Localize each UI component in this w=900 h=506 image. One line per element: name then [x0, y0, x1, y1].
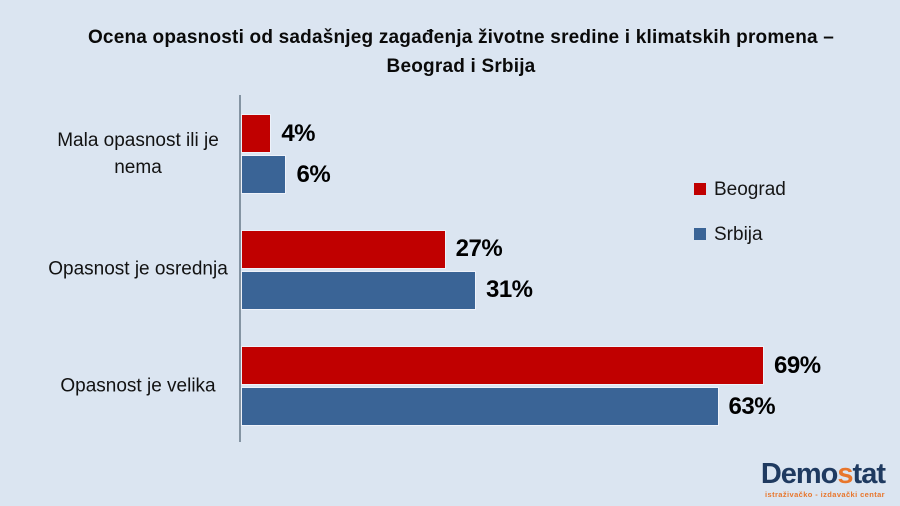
- bar-beograd: [241, 229, 446, 269]
- bar-srbija: [241, 270, 476, 310]
- bar-srbija: [241, 155, 287, 194]
- legend-label: Srbija: [714, 223, 763, 245]
- category-label: Opasnost je velika: [60, 375, 216, 396]
- y-axis-line: [239, 95, 241, 442]
- logo-part1: Demo: [760, 457, 839, 490]
- value-label: 31%: [485, 276, 533, 303]
- legend-label: Beograd: [714, 178, 786, 200]
- legend: Beograd Srbija: [694, 178, 786, 271]
- bar-beograd: [241, 114, 272, 153]
- category-label: Mala opasnost ili je nema: [57, 129, 219, 178]
- legend-swatch-srbija: [694, 228, 706, 240]
- value-label: 63%: [728, 392, 776, 420]
- category-label: Opasnost je osrednja: [48, 258, 228, 280]
- legend-swatch-beograd: [694, 183, 706, 195]
- chart-title: Ocena opasnosti od sadašnjeg zagađenja ž…: [0, 23, 900, 79]
- legend-item-srbija: Srbija: [694, 223, 786, 245]
- value-label: 27%: [455, 235, 503, 262]
- value-label: 4%: [281, 119, 315, 147]
- bar-beograd: [241, 346, 765, 385]
- logo-part2: tat: [852, 457, 886, 490]
- value-label: 6%: [296, 160, 331, 188]
- legend-item-beograd: Beograd: [694, 178, 786, 200]
- logo-accent-letter: s: [837, 457, 853, 490]
- demostat-logo: Demostat istraživačko - izdavački centar: [760, 457, 886, 499]
- chart-title-line1: Ocena opasnosti od sadašnjeg zagađenja ž…: [87, 27, 835, 48]
- demostat-wordmark: Demostat: [760, 457, 886, 490]
- logo-tagline: istraživačko - izdavački centar: [765, 489, 885, 499]
- value-label: 69%: [774, 351, 821, 379]
- bar-srbija: [241, 387, 719, 426]
- chart-title-line2: Beograd i Srbija: [386, 56, 536, 77]
